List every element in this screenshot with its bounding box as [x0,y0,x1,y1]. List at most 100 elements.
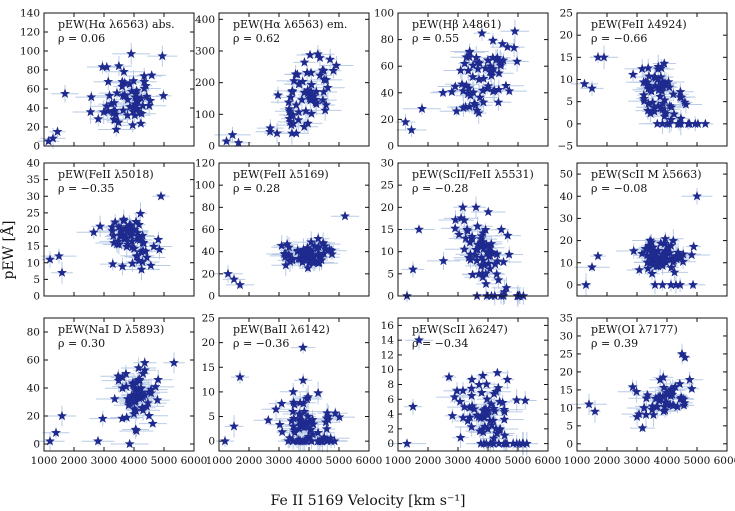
y-tick-label: 40 [202,246,215,258]
data-point [303,257,314,268]
data-point [108,237,119,248]
x-tick-label: 2000 [594,455,621,467]
data-point [132,230,143,241]
y-tick-label: 40 [27,158,40,170]
data-point [289,75,299,86]
data-point [469,98,480,108]
markers [223,211,350,290]
data-point [661,387,672,397]
x-tick-label: 1000 [206,455,233,467]
y-tick-label: 25 [560,8,573,20]
data-point [125,101,135,112]
data-point [144,100,155,110]
y-tick-label: 20 [27,224,40,236]
x-tick-label: 1000 [385,455,412,467]
data-point [494,396,505,406]
data-point [451,105,462,116]
data-point [128,75,139,86]
data-point [142,397,153,408]
data-point [133,96,143,106]
data-point [666,279,676,290]
data-point [131,92,142,102]
data-point [450,223,461,233]
y-tick-label: 60 [381,61,394,73]
data-point [400,116,411,127]
data-point [684,374,695,384]
panel-frame [218,12,370,147]
data-point [98,107,109,117]
data-point [293,78,304,89]
data-point [452,385,462,396]
data-point [313,241,324,252]
data-point [493,274,504,285]
data-point [119,90,130,101]
data-point [306,236,317,247]
panel-rho: ρ = −0.08 [591,182,647,195]
data-point [467,269,478,279]
data-point [449,391,460,402]
data-point [152,394,163,405]
data-point [303,431,314,441]
data-point [491,269,502,279]
data-point [307,414,318,424]
data-point [661,396,672,407]
x-tick-label: 4000 [654,455,681,467]
y-tick-label: 16 [381,320,395,332]
data-point [466,383,477,393]
data-point [455,65,466,75]
data-point [666,262,677,272]
data-point [300,105,311,116]
data-point [313,387,324,398]
data-point [634,408,644,419]
data-point [121,221,132,232]
data-point [127,236,137,246]
data-point [668,89,679,99]
data-point [648,409,659,420]
data-point [514,438,525,448]
data-point [220,435,230,446]
data-point [108,230,119,241]
data-point [288,386,299,397]
data-point [146,384,157,394]
data-point [686,249,697,260]
data-point [321,423,332,434]
data-point [646,247,657,257]
data-point [472,57,483,67]
data-point [130,396,141,407]
data-point [128,379,139,389]
panel-title: pEW(Hβ λ4861) [412,18,501,31]
panel-5: 0 5 10 15 20 25 30 35 40 pEW(FeII λ5018)ρ = −0.35 [27,158,195,303]
data-point [458,85,469,96]
data-point [579,78,590,89]
y-tick-label: 120 [195,158,215,170]
x-tick-label: 6000 [356,455,383,467]
data-point [474,269,484,279]
data-point [651,261,662,271]
data-point [287,85,298,96]
data-point [478,227,488,238]
data-point [647,401,658,411]
data-point [235,279,245,290]
data-point [675,113,686,123]
data-point [650,393,661,403]
data-point [690,118,701,129]
data-point [51,427,61,438]
data-point [130,382,141,393]
data-point [470,100,481,110]
data-point [124,438,135,449]
data-point [298,342,308,352]
y-tick-label: 35 [27,174,40,186]
data-point [482,55,493,65]
data-point [637,422,648,433]
data-point [117,372,128,382]
data-point [499,414,510,424]
data-point [144,410,155,420]
y-tick-label: 20 [202,337,215,349]
data-point [480,63,491,73]
x-tick-label: 4000 [121,455,148,467]
y-tick-label: 20 [560,30,573,42]
data-point [483,80,494,91]
data-point [110,109,121,119]
data-point [302,67,313,77]
data-point [227,129,238,140]
